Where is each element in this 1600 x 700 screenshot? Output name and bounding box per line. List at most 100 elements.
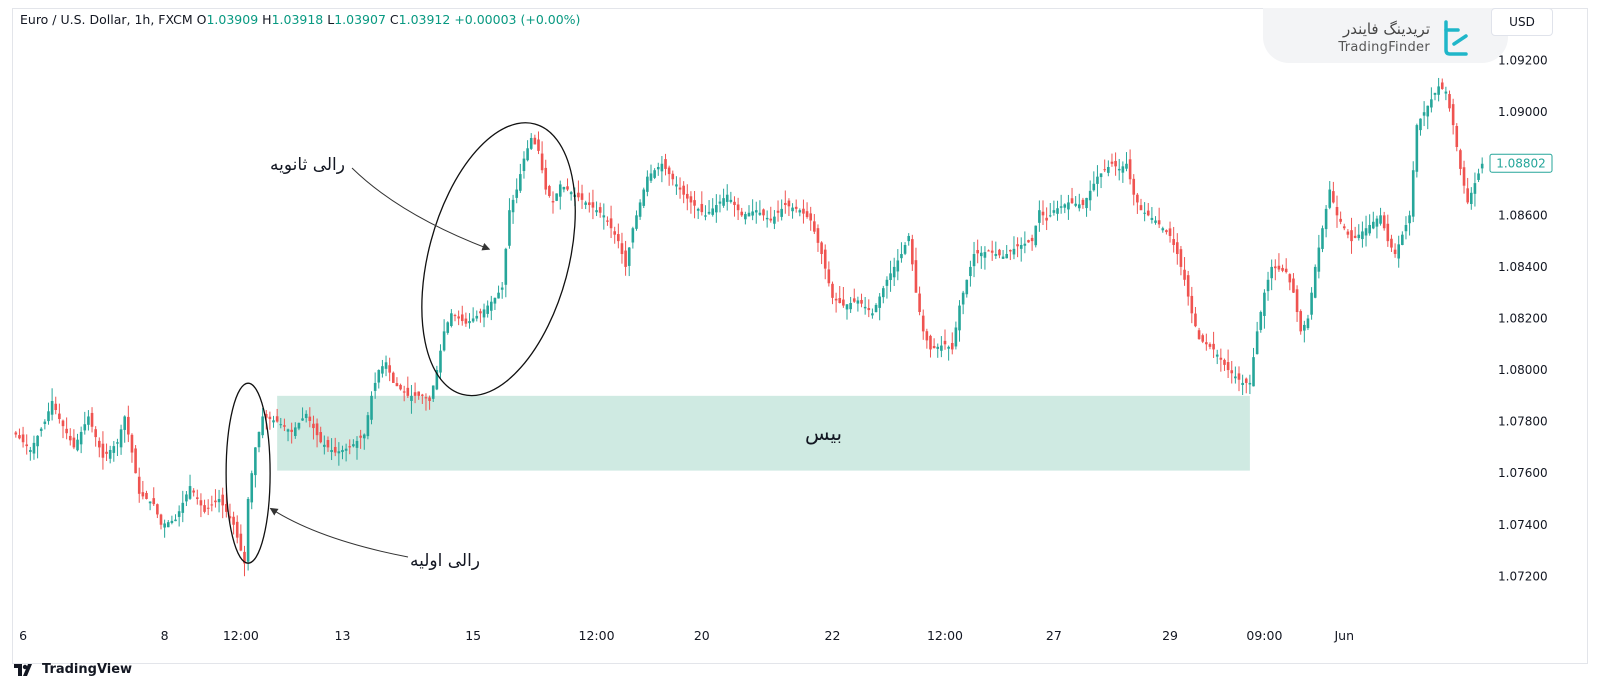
y-axis-tick-label: 1.08600 (1498, 208, 1548, 222)
candle-body (526, 148, 529, 161)
candle-body (195, 497, 199, 499)
candle-body (871, 313, 874, 316)
candle-body (522, 158, 526, 172)
candle-body (969, 266, 972, 277)
candle-body (344, 448, 348, 451)
candle-body (1357, 234, 1361, 239)
candle-body (758, 212, 762, 215)
candle-body (373, 382, 377, 391)
candle-body (1077, 204, 1081, 209)
candle-body (1194, 313, 1197, 327)
candle-body (617, 234, 620, 242)
candle-body (1063, 204, 1067, 208)
candle-body (228, 516, 232, 519)
candle-body (1480, 163, 1484, 169)
candle-body (1459, 150, 1462, 169)
candle-body (838, 298, 842, 304)
candle-body (61, 420, 65, 427)
watermark-english: TradingFinder (1338, 40, 1430, 55)
candle-body (950, 342, 954, 350)
candle-body (1001, 256, 1005, 259)
candle-body (406, 387, 410, 396)
candle-body (1415, 125, 1419, 172)
candle-body (1295, 289, 1299, 313)
candle-body (50, 400, 54, 415)
candle-body (352, 444, 355, 447)
candle-body (577, 192, 580, 198)
candle-body (1074, 203, 1077, 206)
candle-body (555, 193, 558, 201)
candle-body (972, 254, 976, 267)
candle-body (896, 260, 900, 272)
candle-body (1110, 161, 1114, 164)
x-axis-tick-label: 6 (19, 628, 27, 643)
candle-body (656, 166, 660, 170)
candle-body (384, 362, 388, 369)
candle-body (29, 449, 32, 453)
candle-body (1244, 378, 1248, 383)
candle-body (776, 210, 780, 213)
initial-rally-label: رالی اولیه (410, 551, 480, 571)
candle-body (119, 429, 123, 448)
candle-body (700, 203, 704, 213)
candle-body (341, 449, 344, 453)
candle-body (1143, 212, 1146, 214)
candle-body (1205, 342, 1208, 345)
currency-button[interactable]: USD (1491, 8, 1553, 36)
x-axis-tick-label: 20 (694, 628, 710, 643)
candle-body (235, 521, 239, 538)
candle-body (998, 249, 1001, 256)
candle-body (192, 490, 195, 493)
candle-body (391, 372, 395, 383)
candle-body (79, 431, 83, 445)
candle-body (551, 201, 555, 203)
candle-body (199, 500, 203, 506)
candle-body (1455, 126, 1459, 148)
candle-body (889, 273, 892, 281)
candle-body (1270, 266, 1273, 279)
candle-body (704, 215, 707, 217)
candle-body (283, 425, 286, 427)
candle-body (308, 416, 312, 421)
candle-body (1052, 210, 1056, 213)
candle-body (722, 198, 725, 206)
candle-body (1433, 92, 1437, 95)
candle-body (493, 297, 497, 304)
candle-body (765, 217, 769, 220)
candle-body (21, 434, 25, 443)
open-value: 1.03909 (206, 12, 259, 27)
candle-body (624, 250, 627, 267)
candle-body (323, 444, 326, 447)
candle-body (1364, 228, 1368, 236)
candle-body (457, 316, 460, 319)
low-value: 1.03907 (334, 12, 386, 27)
candle-body (330, 449, 333, 453)
y-axis-tick-label: 1.09000 (1498, 105, 1548, 119)
candle-body (257, 431, 261, 448)
candle-body (453, 315, 457, 317)
candle-body (1201, 335, 1205, 342)
candle-body (482, 309, 486, 318)
candle-body (1146, 210, 1150, 216)
candle-body (1313, 266, 1317, 298)
candle-body (936, 346, 940, 349)
chart-frame (12, 8, 1588, 664)
candle-body (312, 423, 315, 429)
candle-body (548, 186, 551, 196)
candle-body (718, 201, 722, 204)
base-zone-rect (277, 395, 1250, 471)
candle-body (206, 507, 210, 509)
candle-body (725, 194, 729, 202)
candle-body (101, 443, 105, 458)
candle-body (58, 413, 61, 420)
candle-body (421, 394, 424, 396)
candle-body (1310, 292, 1313, 315)
candle-body (940, 345, 943, 351)
y-axis-tick-label: 1.07600 (1498, 466, 1548, 480)
candle-body (678, 187, 682, 190)
candle-body (254, 447, 257, 476)
candle-body (297, 422, 301, 429)
y-axis-tick-label: 1.07200 (1498, 569, 1548, 583)
candle-body (272, 420, 275, 423)
